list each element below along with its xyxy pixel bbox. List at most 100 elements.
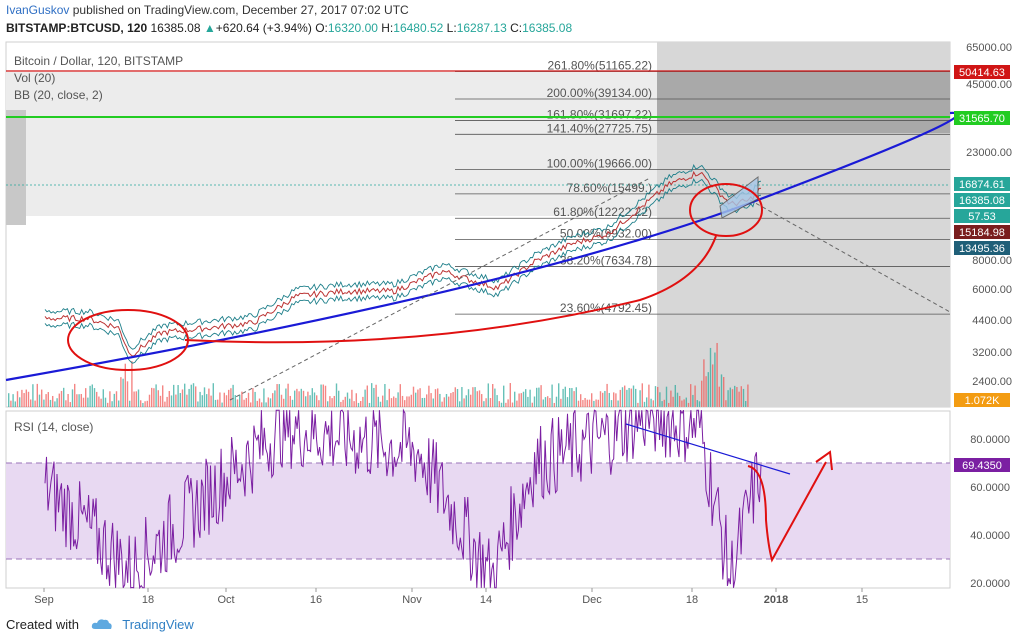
volume-bar xyxy=(219,392,221,407)
left-tools[interactable] xyxy=(6,110,26,225)
volume-bar xyxy=(80,393,82,407)
volume-bar xyxy=(307,391,309,407)
volume-bar xyxy=(360,401,362,407)
volume-bar xyxy=(520,393,522,407)
price-axis[interactable]: 65000.00 45000.00 23000.00 8000.00 6000.00 44… xyxy=(954,42,1012,407)
volume-bar xyxy=(390,398,393,407)
volume-bar xyxy=(533,396,536,407)
volume-bar xyxy=(434,389,437,407)
volume-bar xyxy=(280,394,283,407)
rsi-band xyxy=(6,463,950,559)
volume-bar xyxy=(195,386,197,407)
volume-bar xyxy=(481,394,483,407)
volume-bar xyxy=(575,387,577,407)
current-circle xyxy=(689,183,763,237)
volume-bar xyxy=(285,388,287,407)
rsi-tick-label: 60.0000 xyxy=(970,482,1010,494)
volume-bar xyxy=(322,384,324,407)
volume-bar xyxy=(582,400,584,407)
volume-bar xyxy=(586,399,588,407)
volume-bar xyxy=(410,394,412,407)
volume-bar xyxy=(729,387,731,407)
volume-bar xyxy=(89,385,91,407)
time-axis[interactable]: Sep 18 Oct 16 Nov 14 Dec 18 2018 15 xyxy=(34,588,868,606)
volume-bar xyxy=(300,388,302,407)
volume-bar xyxy=(720,374,723,407)
volume-bar xyxy=(38,394,41,407)
volume-bar xyxy=(115,391,118,407)
volume-bar xyxy=(124,363,126,407)
volume-bar xyxy=(71,389,74,407)
volume-bar xyxy=(478,390,481,407)
volume-bar xyxy=(511,402,514,407)
volume-bar xyxy=(584,397,586,407)
y-tick-label: 4400.00 xyxy=(972,315,1012,327)
volume-bar xyxy=(514,391,516,407)
volume-bar xyxy=(615,393,617,407)
volume-bar xyxy=(109,391,111,407)
volume-bar xyxy=(657,386,659,407)
price-tag xyxy=(954,241,1010,255)
volume-bar xyxy=(133,391,135,407)
volume-bar xyxy=(432,398,434,407)
volume-bar xyxy=(243,399,245,407)
volume-bar xyxy=(591,393,593,407)
volume-bar xyxy=(239,394,241,407)
price-tag xyxy=(954,225,1010,239)
volume-bar xyxy=(107,402,109,407)
x-tick-label: 18 xyxy=(142,594,154,606)
volume-bar xyxy=(731,389,734,407)
volume-bar xyxy=(736,387,738,407)
y-tick-label: 65000.00 xyxy=(966,42,1012,54)
close-value: 16385.08 xyxy=(522,21,573,35)
volume-bar xyxy=(725,400,727,407)
volume-bar xyxy=(624,385,626,407)
volume-bar xyxy=(384,384,386,407)
volume-bar xyxy=(199,391,201,407)
volume-bar xyxy=(122,378,124,407)
volume-bar xyxy=(146,400,148,407)
volume-bar xyxy=(404,400,406,407)
author-link[interactable]: IvanGuskov xyxy=(6,3,70,17)
rsi-axis[interactable]: 80.0000 60.0000 40.0000 20.0000 69.4350 xyxy=(954,434,1010,590)
volume-bar xyxy=(362,396,364,407)
volume-bar xyxy=(580,394,582,407)
volume-bar xyxy=(467,389,470,407)
price-tag xyxy=(954,209,1010,223)
volume-bar xyxy=(595,399,597,407)
volume-bar xyxy=(302,390,305,407)
volume-bar xyxy=(560,398,562,407)
volume-bar xyxy=(63,387,65,407)
volume-bar xyxy=(377,396,379,407)
volume-bar xyxy=(223,392,225,407)
volume-bar xyxy=(155,384,157,407)
volume-bar xyxy=(379,401,382,407)
volume-bar xyxy=(685,397,687,407)
volume-bar xyxy=(131,361,133,407)
volume-bar xyxy=(549,398,551,407)
price-tag xyxy=(954,193,1010,207)
volume-bar xyxy=(278,384,280,407)
volume-bar xyxy=(399,384,401,407)
volume-bar xyxy=(60,390,63,407)
price-tag-label: 50414.63 xyxy=(959,67,1005,79)
fib-label: 161.80%(31697.22) xyxy=(547,108,652,122)
fib-label: 100.00%(19666.00) xyxy=(547,156,652,170)
volume-bar xyxy=(558,383,560,407)
tradingview-link[interactable]: TradingView xyxy=(122,617,194,632)
rsi-series xyxy=(44,408,762,590)
volume-bar xyxy=(705,376,707,407)
volume-bar xyxy=(276,384,278,407)
volume-bar xyxy=(564,386,566,407)
volume-bar xyxy=(357,402,360,407)
volume-bar xyxy=(23,393,25,407)
volume-bar xyxy=(646,397,648,407)
chart-title: Bitcoin / Dollar, 120, BITSTAMP xyxy=(14,54,183,68)
volume-bar xyxy=(250,402,252,407)
bb-lower xyxy=(44,177,762,364)
volume-bar xyxy=(692,394,694,407)
volume-bar xyxy=(52,395,54,407)
volume-bar xyxy=(232,384,234,407)
tradingview-cloud-icon xyxy=(91,618,113,633)
